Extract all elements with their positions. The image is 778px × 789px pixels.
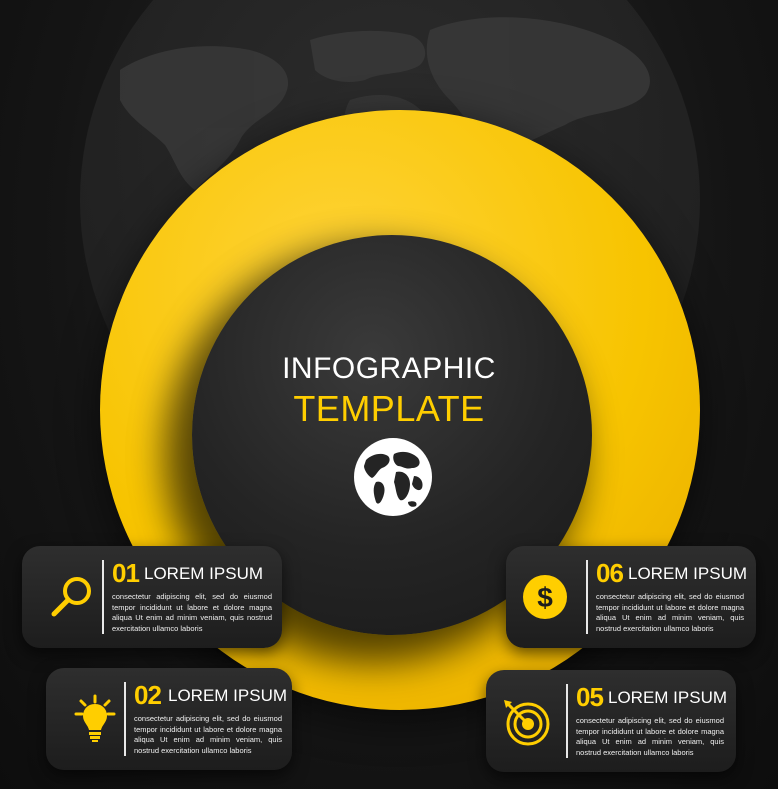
card-divider (586, 560, 588, 634)
card-divider (102, 560, 104, 634)
item-heading: LOREM IPSUM (628, 564, 748, 583)
item-card-02: 02 LOREM IPSUM consectetur adipiscing el… (46, 668, 292, 770)
item-heading: LOREM IPSUM (168, 686, 288, 705)
title-line-1: INFOGRAPHIC (282, 352, 496, 385)
globe-icon (354, 438, 432, 516)
item-card-05: 05 LOREM IPSUM consectetur adipiscing el… (486, 670, 736, 772)
item-heading: LOREM IPSUM (144, 564, 264, 583)
item-body: consectetur adipiscing elit, sed do eius… (576, 716, 724, 757)
item-number: 01 (112, 558, 140, 588)
item-body: consectetur adipiscing elit, sed do eius… (134, 714, 282, 755)
item-number: 05 (576, 682, 604, 712)
item-number: 02 (134, 680, 162, 710)
item-heading: LOREM IPSUM (608, 688, 728, 707)
title-line-2: TEMPLATE (293, 388, 485, 429)
target-icon (504, 700, 550, 746)
item-body: consectetur adipiscing elit, sed do eius… (112, 592, 272, 633)
card-divider (124, 682, 126, 756)
item-body: consectetur adipiscing elit, sed do eius… (596, 592, 744, 633)
lightbulb-icon (74, 694, 116, 742)
dollar-coin-icon: $ (523, 575, 567, 619)
item-number: 06 (596, 558, 624, 588)
item-card-06: $ 06 LOREM IPSUM consectetur adipiscing … (506, 546, 756, 648)
card-divider (566, 684, 568, 758)
svg-text:$: $ (537, 582, 553, 613)
item-card-01: 01 LOREM IPSUM consectetur adipiscing el… (22, 546, 282, 648)
magnifier-icon (51, 577, 91, 617)
